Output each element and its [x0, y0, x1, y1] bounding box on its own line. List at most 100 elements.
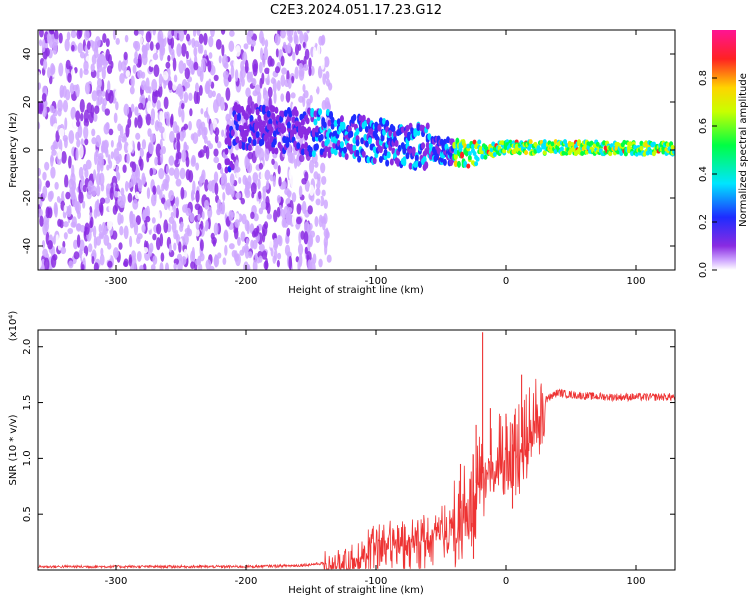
beam-cell: [226, 158, 231, 166]
noise-speckle: [85, 207, 90, 216]
beam-cell: [300, 148, 305, 156]
noise-speckle: [264, 39, 269, 48]
noise-speckle: [252, 172, 259, 183]
beam-cell: [322, 151, 327, 159]
noise-speckle: [160, 252, 165, 262]
noise-speckle: [195, 82, 200, 93]
noise-speckle: [207, 183, 211, 190]
noise-speckle: [100, 96, 104, 104]
noise-speckle: [171, 30, 175, 37]
noise-speckle: [213, 148, 219, 157]
beam-cell: [372, 146, 377, 154]
noise-speckle: [158, 126, 165, 134]
noise-speckle: [325, 231, 330, 239]
noise-speckle: [95, 134, 102, 148]
noise-speckle: [244, 59, 249, 74]
beam-cell: [327, 119, 332, 127]
noise-speckle: [263, 260, 269, 270]
noise-speckle: [191, 37, 196, 49]
noise-speckle: [321, 57, 325, 66]
noise-speckle: [54, 30, 59, 41]
noise-speckle: [156, 184, 161, 195]
noise-speckle: [106, 164, 110, 171]
noise-speckle: [149, 41, 154, 51]
spectrogram-x-ticks: -300 -200 -100 0 100: [105, 30, 646, 287]
noise-speckle: [281, 67, 288, 75]
noise-speckle: [153, 64, 160, 77]
noise-speckle: [267, 55, 273, 67]
noise-speckle: [137, 141, 141, 151]
noise-speckle: [63, 221, 69, 228]
beam-cell: [424, 161, 429, 169]
noise-speckle: [318, 214, 323, 228]
noise-speckle: [219, 96, 225, 111]
noise-speckle: [55, 234, 59, 243]
noise-speckle: [321, 217, 326, 231]
noise-speckle: [155, 237, 161, 251]
noise-speckle: [83, 68, 89, 75]
noise-speckle: [38, 208, 43, 218]
noise-speckle: [235, 192, 242, 199]
beam-cell: [357, 155, 362, 163]
beam-cell: [577, 139, 582, 145]
beam-cell: [478, 146, 483, 152]
noise-speckle: [266, 78, 270, 86]
colorbar-tick-label: 0.0: [698, 262, 709, 278]
noise-speckle: [247, 30, 254, 38]
beam-cell: [538, 147, 543, 153]
noise-speckle: [234, 166, 241, 173]
noise-speckle: [244, 189, 251, 199]
noise-speckle: [298, 63, 303, 70]
noise-speckle: [260, 200, 267, 210]
noise-speckle: [181, 102, 185, 110]
noise-speckle: [318, 35, 323, 46]
noise-speckle: [213, 74, 219, 82]
noise-speckle: [48, 75, 53, 85]
noise-speckle: [253, 227, 259, 237]
noise-speckle: [70, 30, 77, 39]
beam-cell: [491, 141, 496, 147]
noise-speckle: [278, 235, 283, 247]
noise-speckle: [98, 232, 104, 239]
beam-cell: [456, 160, 461, 168]
noise-speckle: [41, 92, 47, 102]
noise-speckle: [62, 134, 68, 142]
noise-speckle: [114, 89, 120, 100]
noise-speckle: [137, 114, 143, 129]
noise-speckle: [179, 85, 184, 100]
noise-speckle: [159, 148, 164, 155]
noise-speckle: [211, 90, 216, 98]
noise-speckle: [268, 239, 274, 248]
noise-speckle: [116, 141, 123, 152]
noise-speckle: [184, 67, 190, 80]
beam-cell: [528, 139, 533, 145]
beam-cell: [271, 105, 276, 113]
beam-cell: [363, 133, 368, 141]
noise-speckle: [291, 75, 295, 84]
colorbar-tick-label: 0.6: [698, 118, 709, 134]
beam-cell: [275, 114, 280, 122]
noise-speckle: [115, 165, 119, 179]
beam-cell: [364, 140, 369, 148]
beam-cell: [360, 137, 365, 145]
noise-speckle: [201, 210, 205, 220]
noise-speckle: [149, 167, 154, 177]
noise-speckle: [210, 81, 215, 89]
noise-speckle: [199, 239, 204, 252]
noise-speckle: [237, 236, 241, 247]
beam-cell: [355, 149, 360, 157]
noise-speckle: [301, 200, 307, 214]
noise-speckle: [252, 259, 258, 270]
noise-speckle: [201, 169, 206, 182]
beam-cell: [258, 119, 263, 127]
beam-cell: [352, 113, 357, 121]
noise-speckle: [71, 44, 75, 52]
noise-speckle: [124, 180, 129, 192]
noise-speckle: [277, 165, 281, 175]
noise-speckle: [108, 128, 114, 136]
snr-scale-label: (x10⁴): [8, 311, 19, 342]
beam-cell: [244, 113, 249, 121]
y-tick-label: 2.0: [22, 339, 33, 355]
noise-speckle: [197, 255, 202, 265]
noise-speckle: [57, 107, 62, 117]
